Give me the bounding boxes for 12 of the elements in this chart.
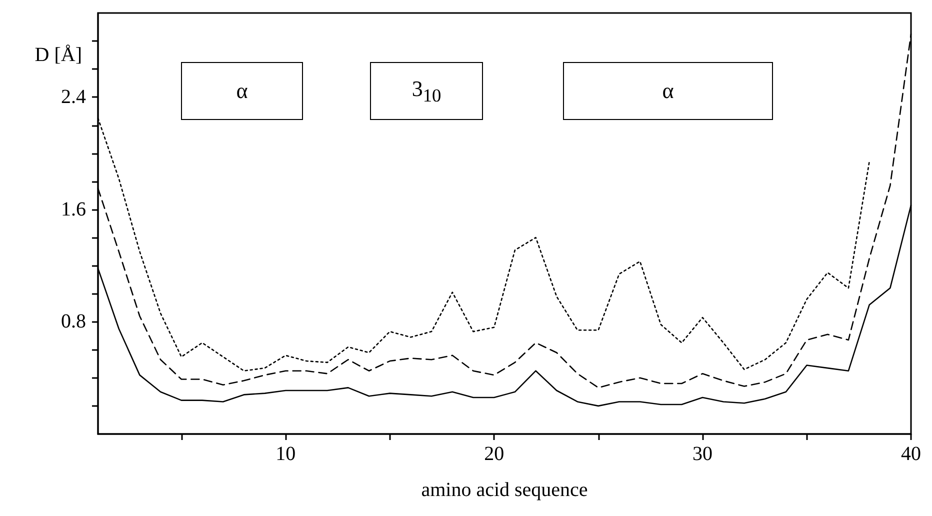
y-tick-label: 2.4 — [61, 86, 86, 108]
annotation: α — [236, 78, 248, 104]
x-tick-label: 10 — [276, 443, 296, 465]
annotation: 3$_{10}$ — [412, 76, 442, 106]
x-axis-title: amino acid sequence — [421, 479, 588, 501]
y-axis-title: D [Å] — [34, 44, 82, 66]
annotation: α — [662, 78, 674, 104]
y-tick-label: 0.8 — [61, 310, 86, 333]
x-tick-label: 30 — [692, 443, 713, 465]
x-tick-label: 40 — [901, 443, 921, 465]
y-tick-label: 1.6 — [61, 198, 86, 220]
x-tick-label: 20 — [484, 443, 504, 465]
